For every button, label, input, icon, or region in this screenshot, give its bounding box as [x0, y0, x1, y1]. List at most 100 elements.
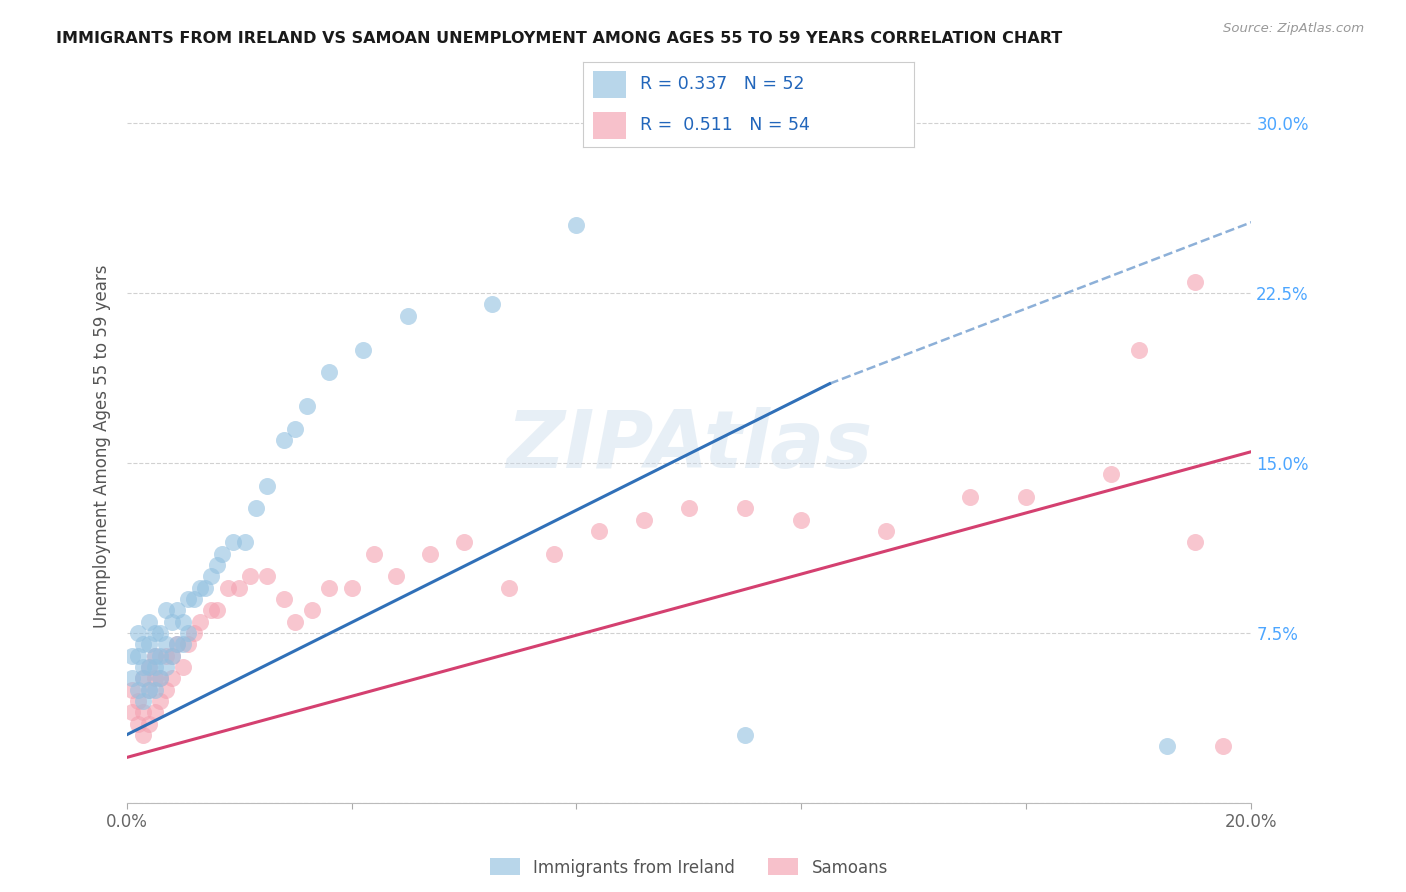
Point	[233, 535, 256, 549]
Point	[228, 581, 250, 595]
Point	[127, 626, 149, 640]
Point	[166, 637, 188, 651]
Point	[1156, 739, 1178, 754]
Point	[127, 716, 149, 731]
Point	[1212, 739, 1234, 754]
Point	[183, 626, 205, 640]
Point	[453, 535, 475, 549]
Point	[132, 705, 155, 719]
Point	[172, 637, 194, 651]
Point	[177, 591, 200, 606]
Point	[205, 558, 228, 572]
Point	[160, 615, 183, 629]
Point	[166, 603, 188, 617]
Point	[318, 365, 340, 379]
Point	[419, 547, 441, 561]
Point	[177, 626, 200, 640]
Point	[132, 660, 155, 674]
Point	[734, 501, 756, 516]
Point	[132, 671, 155, 685]
Point	[138, 660, 160, 674]
Point	[188, 615, 211, 629]
FancyBboxPatch shape	[593, 112, 627, 139]
Point	[121, 671, 143, 685]
Point	[166, 637, 188, 651]
Point	[155, 682, 177, 697]
Point	[188, 581, 211, 595]
Point	[160, 648, 183, 663]
Point	[143, 705, 166, 719]
Point	[138, 660, 160, 674]
Text: ZIPAtlas: ZIPAtlas	[506, 407, 872, 485]
Point	[1099, 467, 1122, 482]
Point	[138, 637, 160, 651]
Point	[143, 648, 166, 663]
Point	[138, 682, 160, 697]
Point	[1015, 490, 1038, 504]
Point	[149, 694, 172, 708]
Point	[132, 671, 155, 685]
Point	[143, 682, 166, 697]
Point	[205, 603, 228, 617]
Point	[633, 513, 655, 527]
Text: IMMIGRANTS FROM IRELAND VS SAMOAN UNEMPLOYMENT AMONG AGES 55 TO 59 YEARS CORRELA: IMMIGRANTS FROM IRELAND VS SAMOAN UNEMPL…	[56, 31, 1063, 46]
Point	[177, 637, 200, 651]
Point	[132, 728, 155, 742]
Point	[790, 513, 813, 527]
Point	[143, 648, 166, 663]
Point	[183, 591, 205, 606]
Point	[284, 422, 307, 436]
Legend: Immigrants from Ireland, Samoans: Immigrants from Ireland, Samoans	[489, 858, 889, 877]
Point	[121, 682, 143, 697]
Point	[149, 671, 172, 685]
Point	[481, 297, 503, 311]
Point	[1184, 275, 1206, 289]
Point	[295, 400, 318, 414]
Text: Source: ZipAtlas.com: Source: ZipAtlas.com	[1223, 22, 1364, 36]
Point	[155, 637, 177, 651]
Point	[959, 490, 981, 504]
Point	[396, 309, 419, 323]
Point	[498, 581, 520, 595]
Point	[1184, 535, 1206, 549]
Point	[211, 547, 233, 561]
Point	[1128, 343, 1150, 357]
Point	[132, 694, 155, 708]
Point	[194, 581, 217, 595]
Point	[352, 343, 374, 357]
Point	[340, 581, 363, 595]
Point	[846, 128, 869, 142]
Point	[143, 660, 166, 674]
Point	[172, 615, 194, 629]
Point	[149, 671, 172, 685]
Point	[127, 694, 149, 708]
Point	[138, 682, 160, 697]
Point	[200, 603, 222, 617]
Point	[273, 591, 295, 606]
Point	[121, 705, 143, 719]
Point	[543, 547, 565, 561]
Point	[149, 648, 172, 663]
Point	[143, 671, 166, 685]
Point	[363, 547, 385, 561]
Point	[155, 603, 177, 617]
Point	[256, 569, 278, 583]
Point	[734, 728, 756, 742]
Point	[132, 637, 155, 651]
Point	[318, 581, 340, 595]
Point	[239, 569, 262, 583]
Point	[256, 478, 278, 492]
Point	[245, 501, 267, 516]
Point	[588, 524, 610, 538]
Point	[301, 603, 323, 617]
Point	[127, 648, 149, 663]
Point	[875, 524, 897, 538]
Point	[385, 569, 408, 583]
Point	[121, 648, 143, 663]
Point	[138, 716, 160, 731]
Point	[678, 501, 700, 516]
Point	[217, 581, 239, 595]
Point	[222, 535, 245, 549]
Point	[155, 648, 177, 663]
FancyBboxPatch shape	[593, 71, 627, 98]
